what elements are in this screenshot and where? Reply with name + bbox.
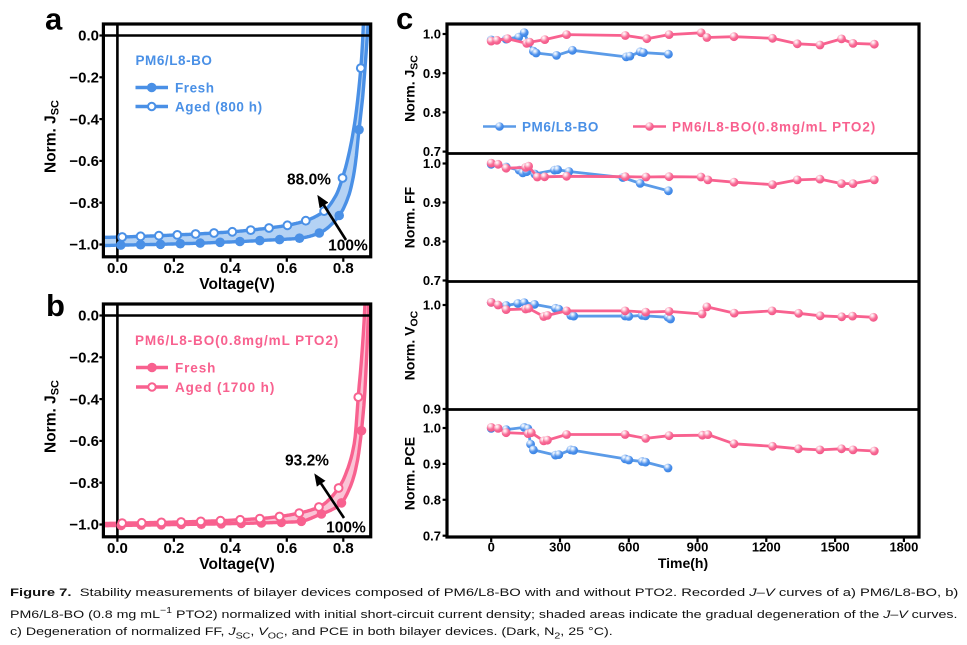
svg-text:0.0: 0.0 xyxy=(78,28,99,45)
svg-text:0.7: 0.7 xyxy=(423,144,441,159)
svg-text:0.7: 0.7 xyxy=(423,528,441,543)
svg-text:0.8: 0.8 xyxy=(423,492,441,507)
svg-text:100%: 100% xyxy=(328,238,368,255)
svg-text:Aged (800 h): Aged (800 h) xyxy=(175,100,263,115)
svg-text:0.9: 0.9 xyxy=(423,66,441,81)
svg-text:−0.6: −0.6 xyxy=(69,433,99,450)
svg-text:0.4: 0.4 xyxy=(220,260,242,277)
svg-text:1.0: 1.0 xyxy=(423,298,441,313)
svg-text:−0.2: −0.2 xyxy=(69,70,99,87)
svg-text:0.0: 0.0 xyxy=(78,308,99,325)
svg-text:100%: 100% xyxy=(326,520,366,537)
svg-text:PM6/L8-BO: PM6/L8-BO xyxy=(522,120,599,135)
svg-text:0: 0 xyxy=(488,540,495,555)
svg-text:0.6: 0.6 xyxy=(276,540,297,557)
svg-text:1.0: 1.0 xyxy=(423,156,441,171)
svg-text:Voltage(V): Voltage(V) xyxy=(199,276,275,293)
svg-text:Fresh: Fresh xyxy=(175,81,215,96)
svg-text:93.2%: 93.2% xyxy=(285,453,329,470)
svg-text:0.8: 0.8 xyxy=(333,540,354,557)
svg-text:PM6/L8-BO(0.8mg/mL PTO2): PM6/L8-BO(0.8mg/mL PTO2) xyxy=(672,120,876,135)
svg-text:0.0: 0.0 xyxy=(107,540,128,557)
svg-text:600: 600 xyxy=(618,540,640,555)
svg-text:1.0: 1.0 xyxy=(423,421,441,436)
svg-text:0.9: 0.9 xyxy=(423,457,441,472)
svg-text:0.6: 0.6 xyxy=(276,260,297,277)
svg-text:0.2: 0.2 xyxy=(163,540,184,557)
svg-text:0.9: 0.9 xyxy=(423,402,441,417)
svg-text:900: 900 xyxy=(687,540,709,555)
svg-text:0.0: 0.0 xyxy=(107,260,128,277)
svg-text:−0.8: −0.8 xyxy=(69,475,99,492)
svg-text:−1.0: −1.0 xyxy=(69,237,99,254)
svg-text:0.7: 0.7 xyxy=(423,273,441,288)
svg-text:0.2: 0.2 xyxy=(163,260,184,277)
svg-text:b: b xyxy=(46,288,65,323)
svg-text:a: a xyxy=(45,2,63,37)
svg-text:0.8: 0.8 xyxy=(423,105,441,120)
svg-text:Norm. JSC: Norm. JSC xyxy=(43,100,62,173)
svg-text:Norm. JSC: Norm. JSC xyxy=(402,55,421,122)
svg-text:Time(h): Time(h) xyxy=(658,555,708,571)
svg-text:Norm. FF: Norm. FF xyxy=(402,186,418,248)
svg-text:1800: 1800 xyxy=(889,540,918,555)
svg-text:1500: 1500 xyxy=(821,540,850,555)
svg-text:Norm. VOC: Norm. VOC xyxy=(402,310,421,380)
svg-text:Norm. PCE: Norm. PCE xyxy=(402,437,418,510)
svg-text:Fresh: Fresh xyxy=(175,361,216,376)
svg-text:0.8: 0.8 xyxy=(423,234,441,249)
svg-text:0.8: 0.8 xyxy=(333,260,354,277)
svg-text:1.0: 1.0 xyxy=(423,27,441,42)
svg-text:1200: 1200 xyxy=(752,540,781,555)
svg-text:−0.4: −0.4 xyxy=(69,391,99,408)
svg-text:−0.8: −0.8 xyxy=(69,195,99,212)
svg-text:88.0%: 88.0% xyxy=(287,172,331,189)
svg-text:0.9: 0.9 xyxy=(423,195,441,210)
svg-text:Voltage(V): Voltage(V) xyxy=(199,556,275,573)
svg-text:300: 300 xyxy=(549,540,571,555)
svg-text:Norm. JSC: Norm. JSC xyxy=(43,380,62,453)
svg-text:PM6/L8-BO(0.8mg/mL PTO2): PM6/L8-BO(0.8mg/mL PTO2) xyxy=(135,333,339,348)
svg-text:−0.6: −0.6 xyxy=(69,153,99,170)
svg-text:−1.0: −1.0 xyxy=(69,517,99,534)
svg-text:Aged (1700 h): Aged (1700 h) xyxy=(175,380,275,395)
svg-text:PM6/L8-BO: PM6/L8-BO xyxy=(136,53,213,68)
svg-text:−0.4: −0.4 xyxy=(69,111,99,128)
svg-text:c: c xyxy=(396,1,413,36)
svg-text:−0.2: −0.2 xyxy=(69,350,99,367)
svg-text:0.4: 0.4 xyxy=(220,540,242,557)
